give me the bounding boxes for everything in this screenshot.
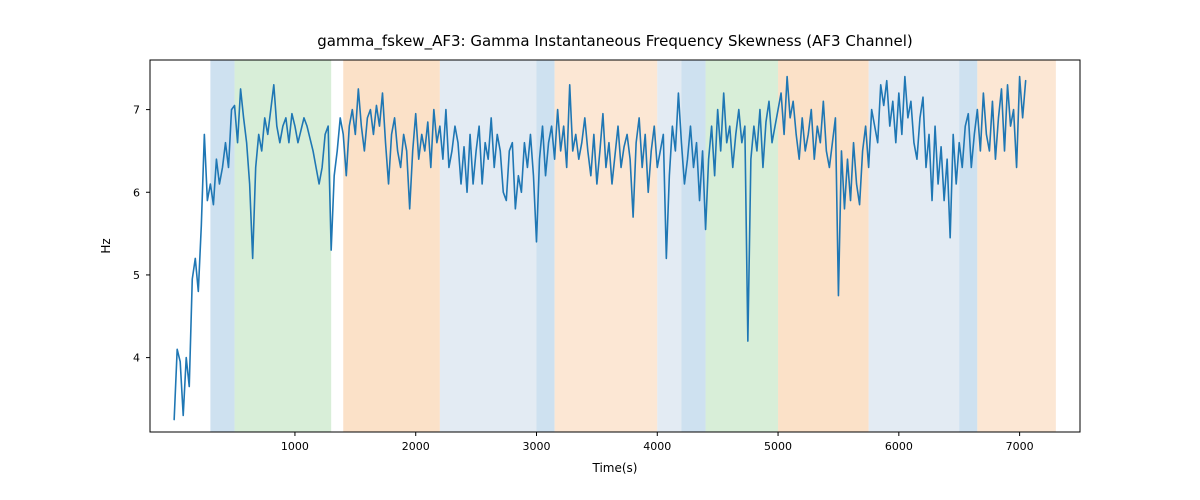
- x-tick-label: 6000: [885, 440, 913, 453]
- region-band: [440, 60, 537, 432]
- region-band: [977, 60, 1056, 432]
- region-band: [555, 60, 658, 432]
- region-band: [536, 60, 554, 432]
- region-band: [681, 60, 705, 432]
- y-tick-label: 5: [133, 269, 140, 282]
- chart-container: 1000 2000 3000 4000 5000 6000 7000 4 5 6 7 Time(s) H…: [0, 0, 1200, 500]
- region-band: [869, 60, 960, 432]
- y-tick-label: 4: [133, 352, 140, 365]
- chart-svg: 1000 2000 3000 4000 5000 6000 7000 4 5 6 7 Time(s) H…: [0, 0, 1200, 500]
- region-band: [235, 60, 332, 432]
- x-tick-label: 1000: [281, 440, 309, 453]
- x-tick-label: 5000: [764, 440, 792, 453]
- x-tick-label: 7000: [1006, 440, 1034, 453]
- y-axis-label: Hz: [99, 238, 113, 253]
- x-tick-label: 4000: [643, 440, 671, 453]
- chart-title: gamma_fskew_AF3: Gamma Instantaneous Fre…: [317, 32, 913, 51]
- x-axis-label: Time(s): [592, 461, 638, 475]
- y-tick-label: 7: [133, 104, 140, 117]
- region-band: [778, 60, 869, 432]
- x-tick-label: 2000: [402, 440, 430, 453]
- background-regions: [210, 60, 1055, 432]
- y-tick-label: 6: [133, 186, 140, 199]
- region-band: [343, 60, 440, 432]
- x-tick-label: 3000: [522, 440, 550, 453]
